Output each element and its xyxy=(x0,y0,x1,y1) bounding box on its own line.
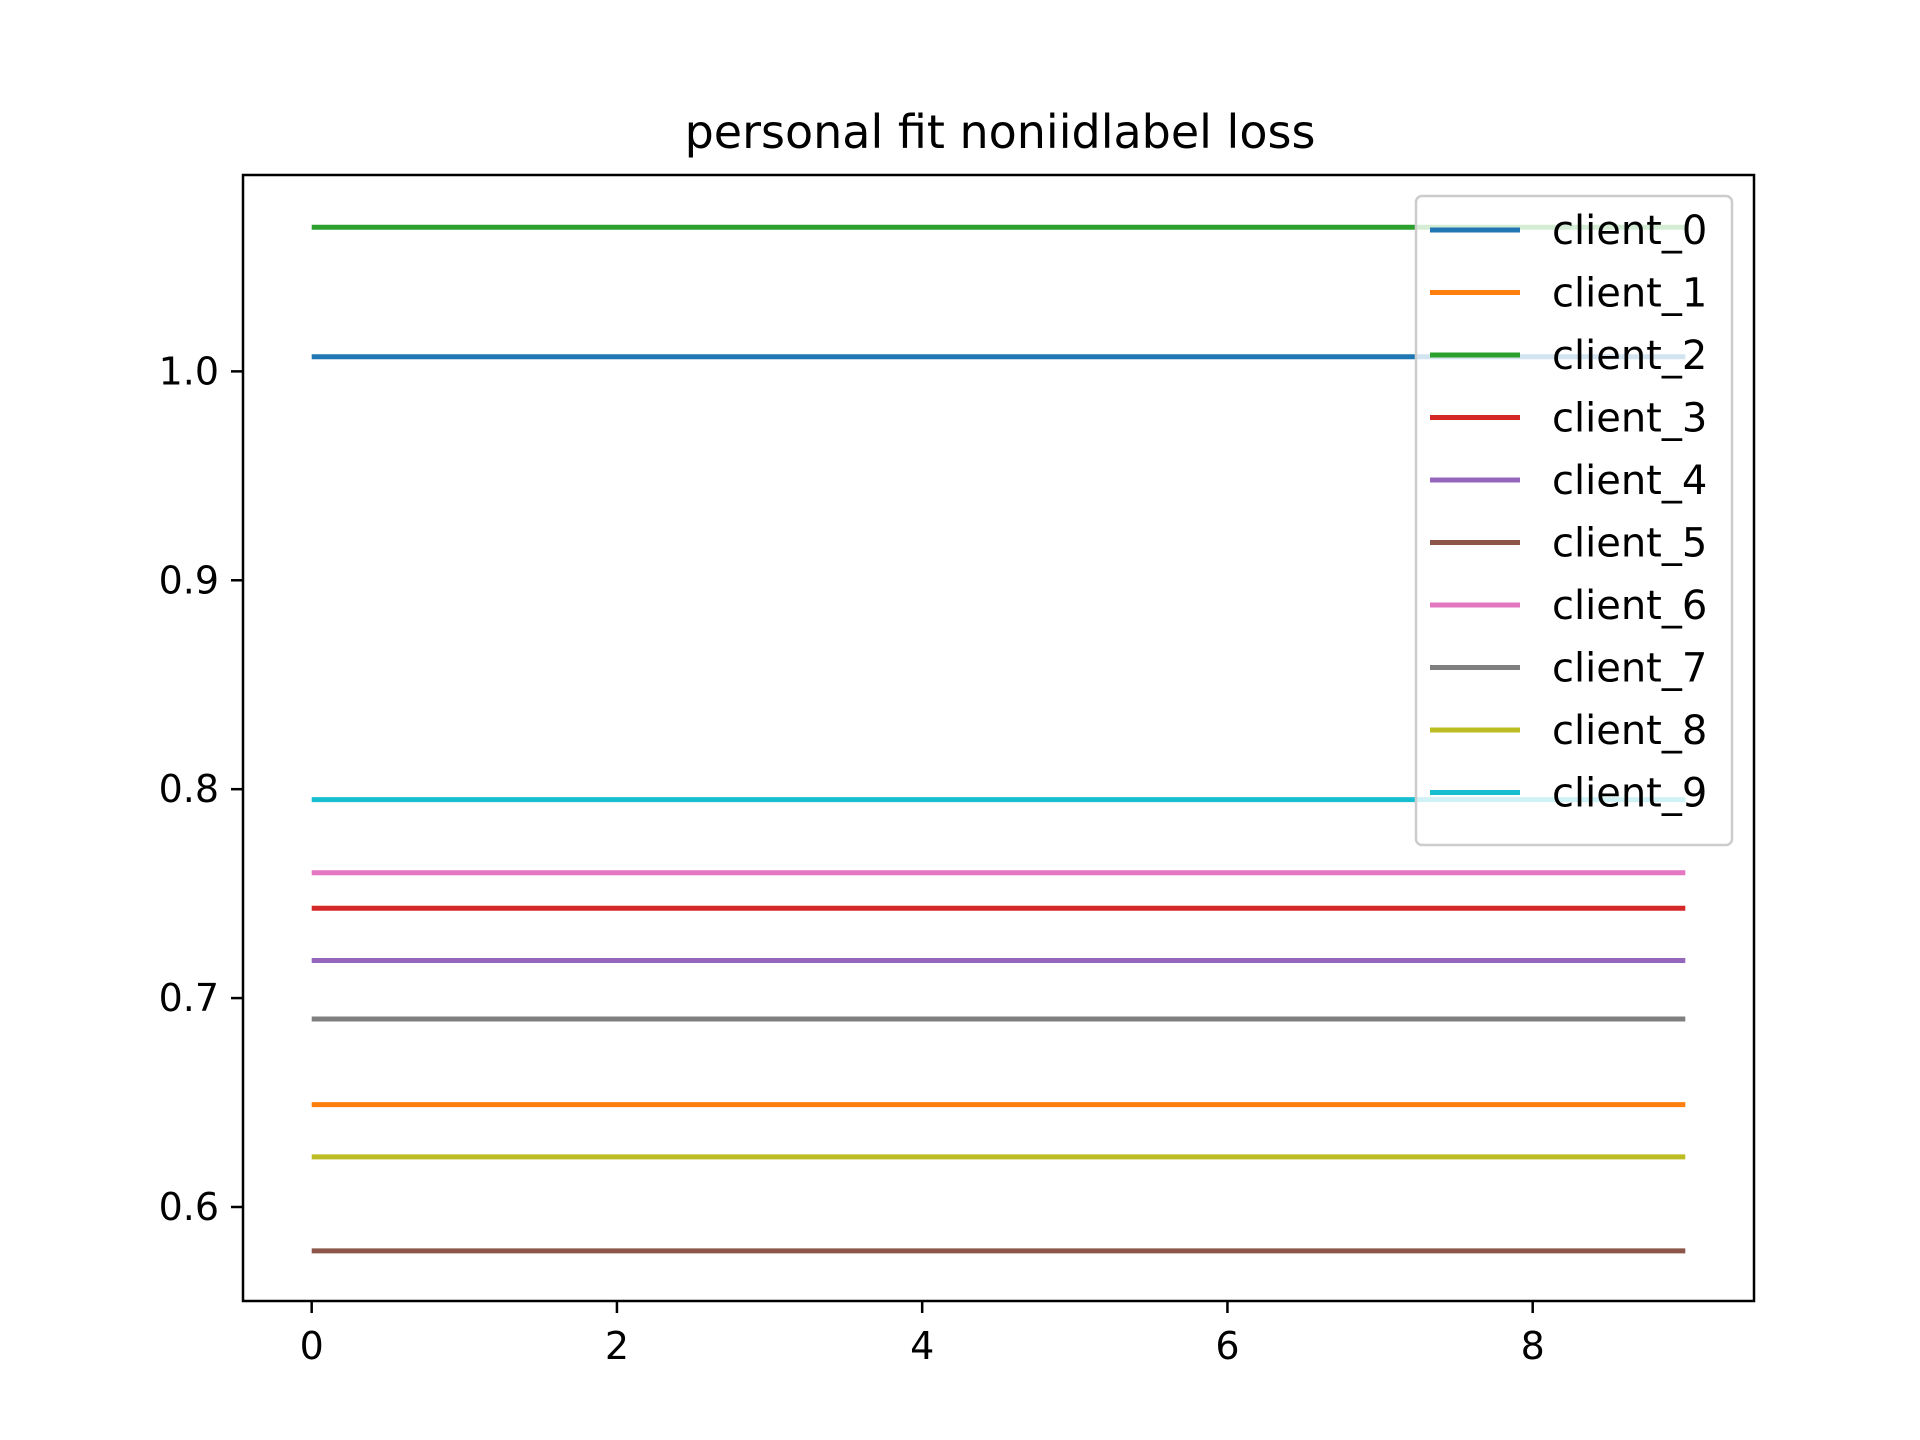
legend-label-client_0: client_0 xyxy=(1552,208,1707,254)
legend-label-client_8: client_8 xyxy=(1552,708,1707,754)
legend-label-client_7: client_7 xyxy=(1552,646,1707,692)
y-tick-label: 0.9 xyxy=(159,558,219,602)
x-tick-label: 0 xyxy=(300,1324,324,1368)
legend-label-client_2: client_2 xyxy=(1552,333,1707,379)
legend-label-client_3: client_3 xyxy=(1552,396,1707,442)
y-tick-label: 0.8 xyxy=(159,767,219,811)
legend-label-client_4: client_4 xyxy=(1552,458,1707,504)
axes-ticks: 0 2 4 6 8 0.6 0.7 0.8 0.9 1.0 xyxy=(159,349,1545,1368)
legend-label-client_1: client_1 xyxy=(1552,271,1707,317)
x-tick-label: 8 xyxy=(1521,1324,1545,1368)
legend: client_0 client_1 client_2 client_3 client_4… xyxy=(1414,194,1734,847)
legend-box xyxy=(1414,194,1734,847)
x-tick-label: 4 xyxy=(910,1324,934,1368)
legend-label-client_9: client_9 xyxy=(1552,771,1707,817)
y-tick-label: 0.7 xyxy=(159,976,219,1020)
y-tick-label: 1.0 xyxy=(159,349,219,393)
y-tick-label: 0.6 xyxy=(159,1185,219,1229)
x-tick-label: 6 xyxy=(1215,1324,1239,1368)
plot-frame xyxy=(241,173,1756,1303)
legend-label-client_6: client_6 xyxy=(1552,583,1707,629)
chart-title: personal fit noniidlabel loss xyxy=(685,105,1316,159)
legend-label-client_5: client_5 xyxy=(1552,521,1707,567)
x-tick-label: 2 xyxy=(605,1324,629,1368)
